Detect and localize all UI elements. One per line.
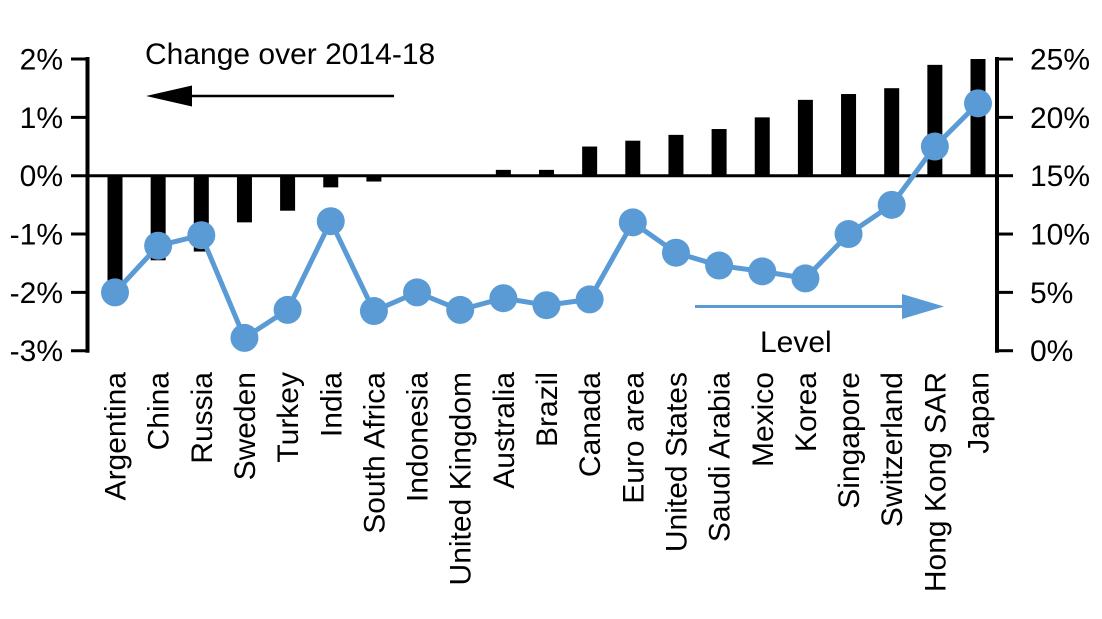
bar-japan (970, 59, 986, 176)
left-axis-tick-label: 1% (20, 102, 63, 135)
marker-russia (187, 221, 216, 250)
x-axis-label-argentina: Argentina (100, 372, 133, 501)
marker-sweden (230, 323, 259, 352)
x-axis-label-saudi-arabia: Saudi Arabia (704, 372, 737, 542)
right-axis-tick-label: 0% (1030, 335, 1073, 368)
bar-india (323, 175, 339, 188)
x-axis-label-brazil: Brazil (531, 372, 564, 447)
marker-korea (791, 264, 820, 293)
bar-euro-area (625, 140, 641, 176)
marker-mexico (748, 257, 777, 286)
bar-brazil (539, 169, 554, 176)
right-axis-tick-label: 25% (1030, 44, 1090, 77)
bar-argentina (107, 175, 123, 281)
marker-argentina (101, 278, 129, 307)
x-axis-label-turkey: Turkey (272, 372, 305, 463)
x-axis-label-indonesia: Indonesia (402, 372, 435, 502)
x-axis-label-euro-area: Euro area (617, 372, 650, 504)
right-axis-tick-label: 15% (1030, 160, 1090, 193)
x-axis-label-mexico: Mexico (747, 372, 780, 467)
marker-hong-kong-sar (920, 132, 949, 161)
level-arrow-icon (695, 294, 944, 319)
line-series-annotation: Level (760, 326, 832, 359)
bar-united-states (668, 134, 684, 176)
bar-canada (582, 146, 598, 176)
x-axis-label-south-africa: South Africa (358, 372, 391, 534)
left-axis-tick-label: 0% (20, 160, 63, 193)
bar-korea (797, 99, 813, 176)
x-axis-label-china: China (143, 372, 176, 451)
line-series-group (101, 89, 992, 352)
marker-singapore (834, 220, 863, 249)
x-axis-label-korea: Korea (790, 372, 823, 452)
marker-switzerland (877, 190, 906, 219)
right-axis-tick-label: 20% (1030, 102, 1090, 135)
marker-united-kingdom (446, 295, 475, 324)
axes-group: 2% 1% 0% -1% -2% -3% 25% 20% 15% 10% 5% 0% (10, 44, 1090, 369)
marker-canada (575, 285, 604, 314)
x-axis-label-united-states: United States (660, 372, 693, 552)
x-axis-label-sweden: Sweden (229, 372, 262, 480)
marker-united-states (661, 238, 690, 267)
x-axis-label-india: India (315, 372, 348, 437)
bar-australia (495, 169, 511, 176)
x-axis-label-switzerland: Switzerland (876, 372, 909, 527)
bar-series-annotation: Change over 2014-18 (145, 38, 435, 71)
marker-australia (489, 284, 518, 313)
bar-sweden (236, 175, 252, 223)
right-axis-tick-label: 10% (1030, 219, 1090, 252)
bar-turkey (280, 175, 296, 211)
left-arrow-icon (146, 85, 394, 107)
right-axis-tick-label: 5% (1030, 277, 1073, 310)
marker-indonesia (403, 278, 432, 307)
marker-saudi-arabia (705, 251, 734, 280)
left-axis-tick-label: -3% (10, 335, 63, 368)
bar-saudi-arabia (711, 129, 727, 176)
left-axis-tick-label: 2% (20, 44, 63, 77)
marker-turkey (273, 295, 302, 324)
bar-switzerland (884, 88, 900, 176)
x-axis-label-hong-kong-sar: Hong Kong SAR (919, 372, 952, 592)
x-axis-label-canada: Canada (574, 372, 607, 477)
marker-south-africa (359, 297, 388, 326)
bar-singapore (841, 94, 857, 176)
x-axis-label-united-kingdom: United Kingdom (445, 372, 478, 585)
x-axis-label-russia: Russia (186, 372, 219, 464)
marker-euro-area (618, 208, 647, 237)
left-axis-tick-label: -1% (10, 219, 63, 252)
bar-south-africa (366, 175, 382, 182)
x-axis-label-australia: Australia (488, 372, 521, 489)
marker-china (144, 231, 173, 260)
x-axis-label-japan: Japan (963, 372, 996, 454)
x-axis-label-singapore: Singapore (833, 372, 866, 509)
annotations-group: Change over 2014-18 Level (145, 38, 944, 359)
marker-india (316, 207, 345, 236)
x-axis-labels-group: Argentina China Russia Sweden Turkey India Sou… (100, 372, 996, 592)
marker-brazil (532, 291, 561, 320)
bars-group (107, 59, 986, 281)
left-axis-tick-label: -2% (10, 277, 63, 310)
bar-mexico (754, 117, 770, 176)
marker-japan (964, 89, 992, 118)
